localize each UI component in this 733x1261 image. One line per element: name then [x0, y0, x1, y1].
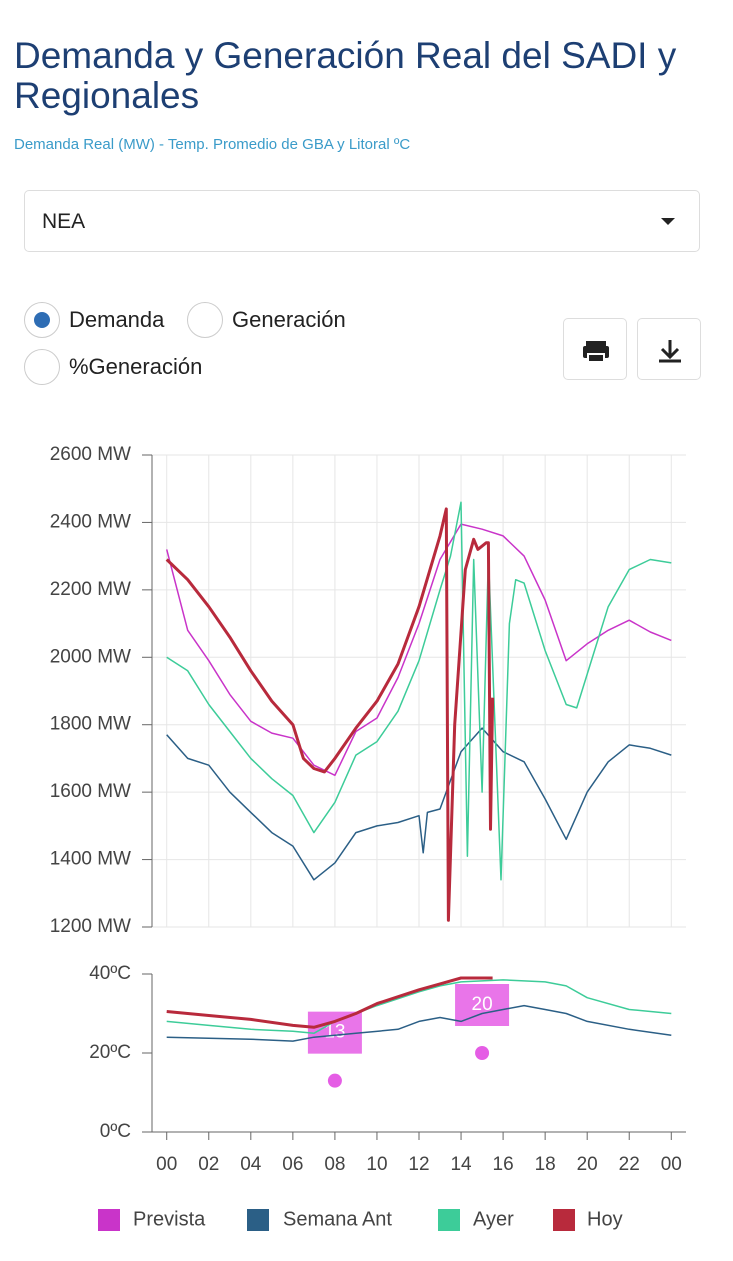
region-select[interactable]: NEA	[24, 190, 700, 252]
x-tick-label: 16	[493, 1154, 514, 1175]
x-tick-label: 00	[661, 1154, 682, 1175]
legend-swatch	[553, 1209, 575, 1231]
y-tick-label: 0ºC	[100, 1121, 131, 1142]
forecast-point	[475, 1046, 490, 1060]
legend-label: Ayer	[473, 1208, 514, 1230]
y-tick-label: 2400 MW	[50, 511, 131, 532]
radio[interactable]	[24, 302, 60, 338]
charts: 1200 MW 1400 MW 1600 MW 1800 MW 2000 MW 2200 …	[50, 444, 686, 1231]
x-tick-label: 02	[198, 1154, 219, 1175]
x-tick-label: 22	[619, 1154, 640, 1175]
series-line	[165, 507, 495, 922]
series-line	[166, 979, 672, 1035]
x-tick-label: 06	[282, 1154, 303, 1175]
page-title: Demanda y Generación Real del SADI y Reg…	[14, 35, 677, 116]
y-tick-label: 2000 MW	[50, 646, 131, 667]
forecast-box	[307, 1011, 362, 1054]
series-line	[166, 501, 672, 881]
x-tick-label: 00	[156, 1154, 177, 1175]
download-button[interactable]	[637, 318, 701, 380]
x-tick-label: 12	[408, 1154, 429, 1175]
radio[interactable]	[24, 349, 60, 385]
subtitle: Demanda Real (MW) - Temp. Promedio de GB…	[14, 136, 411, 153]
y-tick-label: 1800 MW	[50, 714, 131, 735]
legend-label: Prevista	[133, 1208, 206, 1230]
x-tick-label: 20	[577, 1154, 598, 1175]
series-line	[165, 523, 672, 777]
x-tick-label: 10	[366, 1154, 387, 1175]
forecast-point	[327, 1073, 342, 1088]
legend-swatch	[438, 1209, 460, 1231]
print-button[interactable]	[563, 318, 627, 380]
legend-label: Hoy	[587, 1208, 623, 1230]
forecast-box	[455, 984, 510, 1026]
x-tick-label: 08	[324, 1154, 345, 1175]
region-value: NEA	[42, 210, 86, 233]
forecast-label: 20	[472, 994, 493, 1015]
series-line	[166, 976, 493, 1029]
y-tick-label: 1400 MW	[50, 849, 131, 870]
download-icon	[659, 340, 681, 363]
legend-swatch	[98, 1209, 120, 1231]
y-tick-label: 20ºC	[89, 1042, 131, 1063]
forecast-label: 13	[324, 1022, 345, 1043]
legend-label: Semana Ant	[283, 1208, 392, 1230]
series-line	[166, 1004, 672, 1042]
radio-dot	[34, 312, 50, 328]
print-icon	[583, 341, 609, 363]
series-line	[166, 727, 672, 881]
legend-swatch	[247, 1209, 269, 1231]
y-tick-label: 2200 MW	[50, 579, 131, 600]
x-tick-label: 04	[240, 1154, 262, 1175]
y-tick-label: 1600 MW	[50, 781, 131, 802]
x-tick-label: 14	[450, 1154, 472, 1175]
radio-label[interactable]: %Generación	[69, 354, 203, 379]
radio-label[interactable]: Demanda	[69, 307, 165, 332]
radio-label[interactable]: Generación	[232, 307, 346, 332]
y-tick-label: 1200 MW	[50, 916, 131, 937]
y-tick-label: 2600 MW	[50, 444, 131, 465]
y-tick-label: 40ºC	[89, 963, 131, 984]
caret	[661, 218, 675, 225]
radio[interactable]	[187, 302, 223, 338]
x-tick-label: 18	[535, 1154, 556, 1175]
